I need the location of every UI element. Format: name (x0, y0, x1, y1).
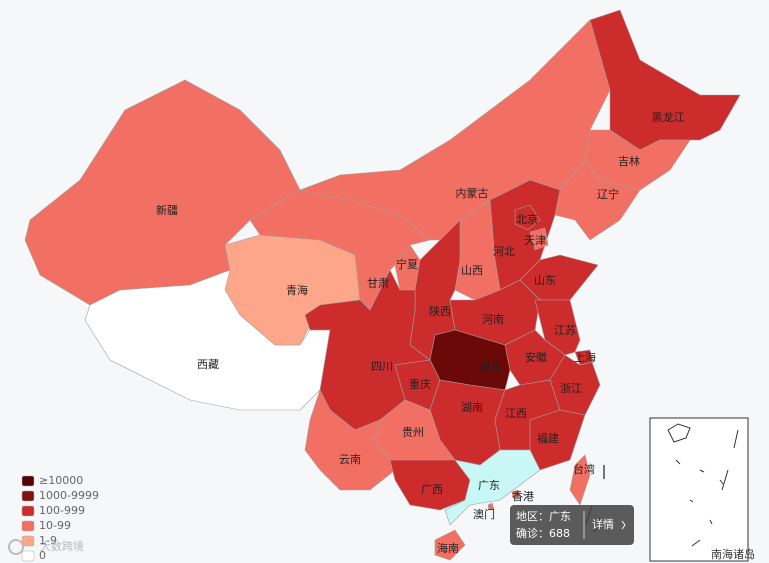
provinces (24, 9, 741, 561)
tooltip-value: 确诊：688 (516, 526, 570, 540)
province-label: 海南 (437, 541, 459, 555)
province-label: 河北 (493, 245, 515, 258)
province[interactable] (569, 454, 591, 506)
province-label: 江苏 (554, 324, 576, 337)
province-label: 青海 (286, 283, 308, 297)
legend-swatch (21, 535, 35, 547)
province-label: 湖南 (461, 401, 483, 414)
legend: ≥10000 1000-9999 100-999 10-99 1-9 0 (21, 474, 99, 562)
province-label: 贵州 (402, 426, 424, 439)
detail-button[interactable]: 详情 (592, 517, 614, 531)
province-label: 重庆 (409, 377, 431, 391)
province-label: 辽宁 (597, 187, 619, 201)
province-label: 广东 (478, 479, 500, 492)
province[interactable] (529, 227, 549, 251)
province[interactable] (487, 502, 495, 511)
province[interactable] (554, 159, 641, 241)
province-label: 浙江 (560, 382, 582, 395)
province-label: 澳门 (473, 507, 495, 521)
province-label: 台湾 (573, 462, 595, 476)
watermark-logo (8, 539, 24, 555)
legend-swatch (21, 550, 35, 562)
legend-swatch (21, 490, 35, 502)
province-label: 西藏 (197, 358, 219, 371)
province-label: 福建 (537, 431, 559, 445)
province-label: 北京 (516, 212, 538, 226)
province-label: 香港 (512, 490, 534, 503)
legend-swatch (21, 475, 35, 487)
watermark: 大数跨境 (40, 539, 84, 553)
province-label: 河南 (482, 313, 504, 326)
province-label: 宁夏 (396, 257, 418, 271)
province-label: 山西 (461, 264, 483, 277)
province-label: 天津 (524, 234, 546, 247)
legend-label: 0 (39, 549, 46, 562)
province-label: 安徽 (525, 350, 547, 364)
province-label: 甘肃 (367, 277, 389, 290)
province-label: 四川 (371, 360, 393, 373)
inset-box (649, 417, 749, 562)
legend-label: 1000-9999 (39, 489, 99, 502)
tooltip-box (510, 505, 634, 545)
province-label: 山东 (534, 274, 556, 287)
chevron (621, 520, 626, 530)
province[interactable] (511, 489, 521, 499)
province[interactable] (434, 529, 466, 561)
province-label: 黑龙江 (652, 111, 685, 124)
legend-swatch (21, 520, 35, 532)
province-label: 吉林 (618, 154, 640, 168)
legend-label: 10-99 (39, 519, 71, 532)
legend-label: 1-9 (39, 534, 57, 547)
province-label: 上海 (574, 350, 596, 364)
inset: 南海诸岛 (585, 417, 755, 562)
province-label: 广西 (421, 483, 443, 496)
tooltip[interactable]: 地区：广东 确诊：688 详情 (510, 505, 634, 545)
province[interactable] (584, 129, 691, 191)
province[interactable] (514, 204, 541, 231)
legend-label: ≥10000 (39, 474, 83, 487)
province-label: 内蒙古 (456, 186, 489, 200)
province[interactable] (24, 79, 301, 306)
province-label: 陕西 (429, 304, 451, 318)
province-label: 云南 (339, 453, 361, 466)
province-label: 江西 (505, 407, 527, 420)
province[interactable] (444, 449, 541, 526)
legend-swatch (21, 505, 35, 517)
province-label: 新疆 (156, 203, 178, 217)
legend-label: 100-999 (39, 504, 85, 517)
tooltip-region: 地区：广东 (516, 510, 571, 523)
inset-shapes (667, 423, 739, 547)
inset-label: 南海诸岛 (711, 547, 755, 561)
province-label: 湖北 (479, 360, 501, 373)
